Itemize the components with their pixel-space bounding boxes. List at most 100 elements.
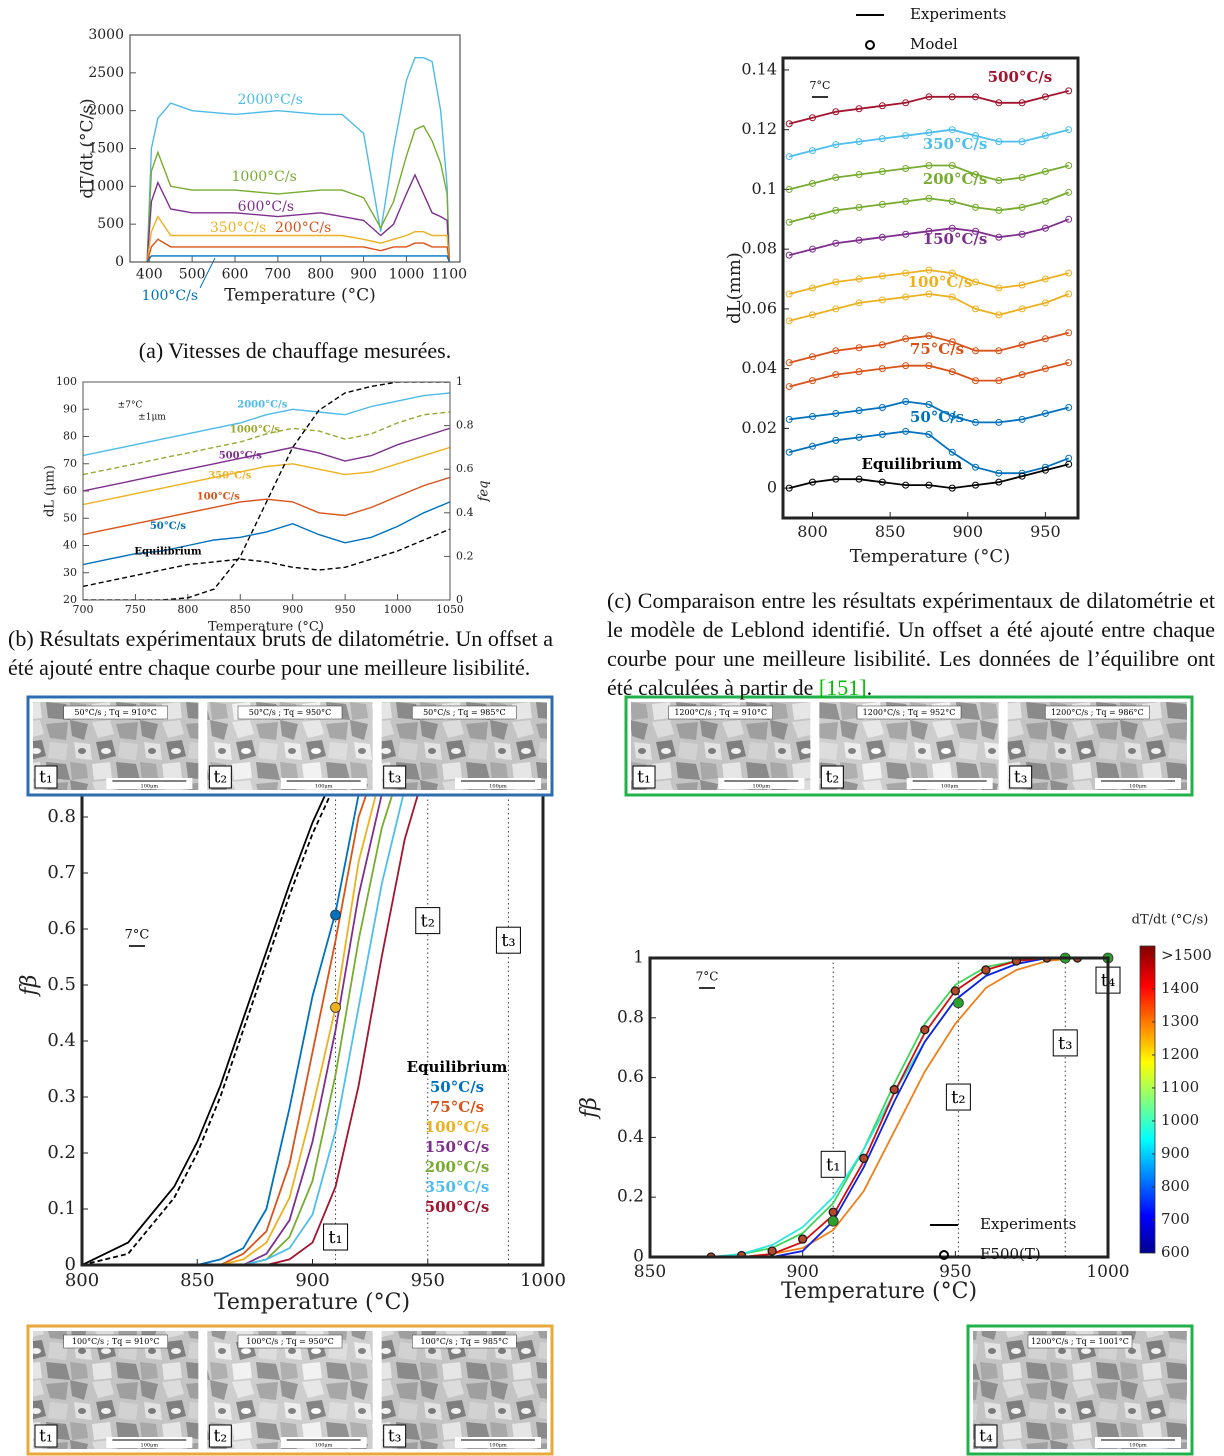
model-point (809, 442, 816, 450)
micrograph-label: 50°C/s ; Tq = 910°C (74, 708, 157, 717)
model-point (995, 478, 1003, 486)
model-point (855, 299, 863, 307)
y-tick-label: 0.02 (741, 418, 777, 437)
x-tick-label: 950 (335, 603, 356, 616)
citation[interactable]: [151] (818, 675, 867, 700)
x-axis-label: Temperature (°C) (214, 1290, 410, 1315)
model-point (785, 317, 793, 325)
y-tick-label: 70 (63, 457, 77, 470)
model-point (1018, 230, 1026, 238)
series-line (82, 705, 543, 1265)
model-point (832, 436, 840, 444)
x-axis-label: Temperature (°C) (208, 620, 324, 635)
model-point (948, 93, 956, 101)
x-tick-label: 1000 (389, 267, 425, 283)
scale-box (280, 778, 367, 789)
x-tick-label: 800 (797, 522, 828, 541)
model-point (948, 162, 956, 170)
x-tick-label: 1000 (1086, 1262, 1129, 1282)
scale-label: 100μm (141, 1443, 159, 1449)
scale-box (106, 1437, 193, 1448)
time-box (208, 1424, 232, 1448)
time-label: t₄ (979, 1427, 993, 1447)
time-box (820, 765, 844, 789)
y-tick-label: 2500 (88, 65, 124, 81)
label-box (1045, 705, 1150, 720)
colorbar-tick-label: 600 (1161, 1243, 1190, 1261)
y-tick-label: 0 (767, 478, 777, 497)
x-tick-label: 1000 (520, 1270, 566, 1291)
chart: 400 500 600 700 800 900 1000 1100 0 500 1000 1500 20… (78, 27, 468, 306)
colorbar-tick-label: 900 (1161, 1144, 1190, 1162)
model-point (1065, 87, 1073, 95)
model-point (948, 448, 956, 456)
series-line (82, 705, 543, 1265)
time-label: t₃ (388, 1427, 402, 1447)
model-point (925, 129, 933, 137)
model-point (1041, 335, 1049, 343)
series-line (82, 705, 543, 1265)
y-tick-label: 60 (63, 484, 77, 497)
model-point (1018, 472, 1026, 480)
x-axis-label: Temperature (°C) (781, 1279, 977, 1304)
label-box (1027, 1334, 1133, 1349)
series-label: 1000°C/s (230, 424, 280, 435)
colorbar (1139, 945, 1156, 1254)
model-point (902, 230, 910, 238)
model-point (995, 138, 1003, 146)
y2-tick-label: 0 (456, 593, 463, 606)
x-axis-label: Temperature (°C) (850, 546, 1010, 567)
model-point (925, 93, 933, 101)
y-tick-label: 500 (97, 216, 124, 232)
time-box (1009, 765, 1033, 789)
model-point (832, 206, 840, 214)
colorbar-tick-label: 1100 (1161, 1078, 1199, 1096)
model-point (809, 311, 816, 319)
model-point (785, 448, 793, 456)
model-point (902, 132, 910, 140)
x-tick-label: 700 (73, 603, 94, 616)
model-point (889, 1084, 899, 1095)
time-label: t₂ (214, 1427, 228, 1447)
y-tick-label: 0.04 (741, 358, 777, 377)
x-tick-label: 700 (264, 267, 291, 283)
time-box (495, 926, 521, 954)
model-point (855, 170, 863, 178)
scale-box (1095, 1437, 1181, 1448)
y-tick-label: 2000 (88, 103, 124, 119)
series-label: 600°C/s (238, 199, 294, 215)
series-label: 75°C/s (910, 340, 964, 358)
y-tick-label: 0.2 (617, 1187, 644, 1207)
y-tick-label: 3000 (88, 27, 124, 43)
time-box (1052, 1029, 1078, 1057)
series-line (83, 392, 450, 457)
model-point (832, 108, 840, 116)
model-point (1018, 371, 1026, 379)
model-point (950, 986, 960, 996)
model-point (1041, 197, 1049, 205)
series-line (146, 124, 450, 262)
scale-box (455, 778, 541, 789)
plot-frame (648, 956, 1110, 1259)
scale-label: 100μm (1129, 1443, 1147, 1449)
plot-area (83, 382, 450, 600)
model-point (1065, 215, 1073, 223)
model-point (948, 484, 956, 492)
series-line (146, 215, 450, 262)
pointer (199, 257, 216, 289)
legend-circle (939, 1250, 949, 1260)
series-line (83, 411, 450, 476)
scale-label: 100μm (941, 784, 959, 790)
model-point (828, 1207, 838, 1217)
model-point (809, 245, 816, 253)
model-point (785, 120, 793, 128)
model-point (1041, 409, 1049, 417)
model-point (948, 368, 956, 376)
y-tick-label: 0.6 (617, 1067, 644, 1087)
model-point (1041, 466, 1049, 474)
model-point (1065, 403, 1073, 411)
model-point (902, 99, 910, 107)
model-point (972, 93, 980, 101)
y-tick-label: 30 (63, 566, 77, 579)
